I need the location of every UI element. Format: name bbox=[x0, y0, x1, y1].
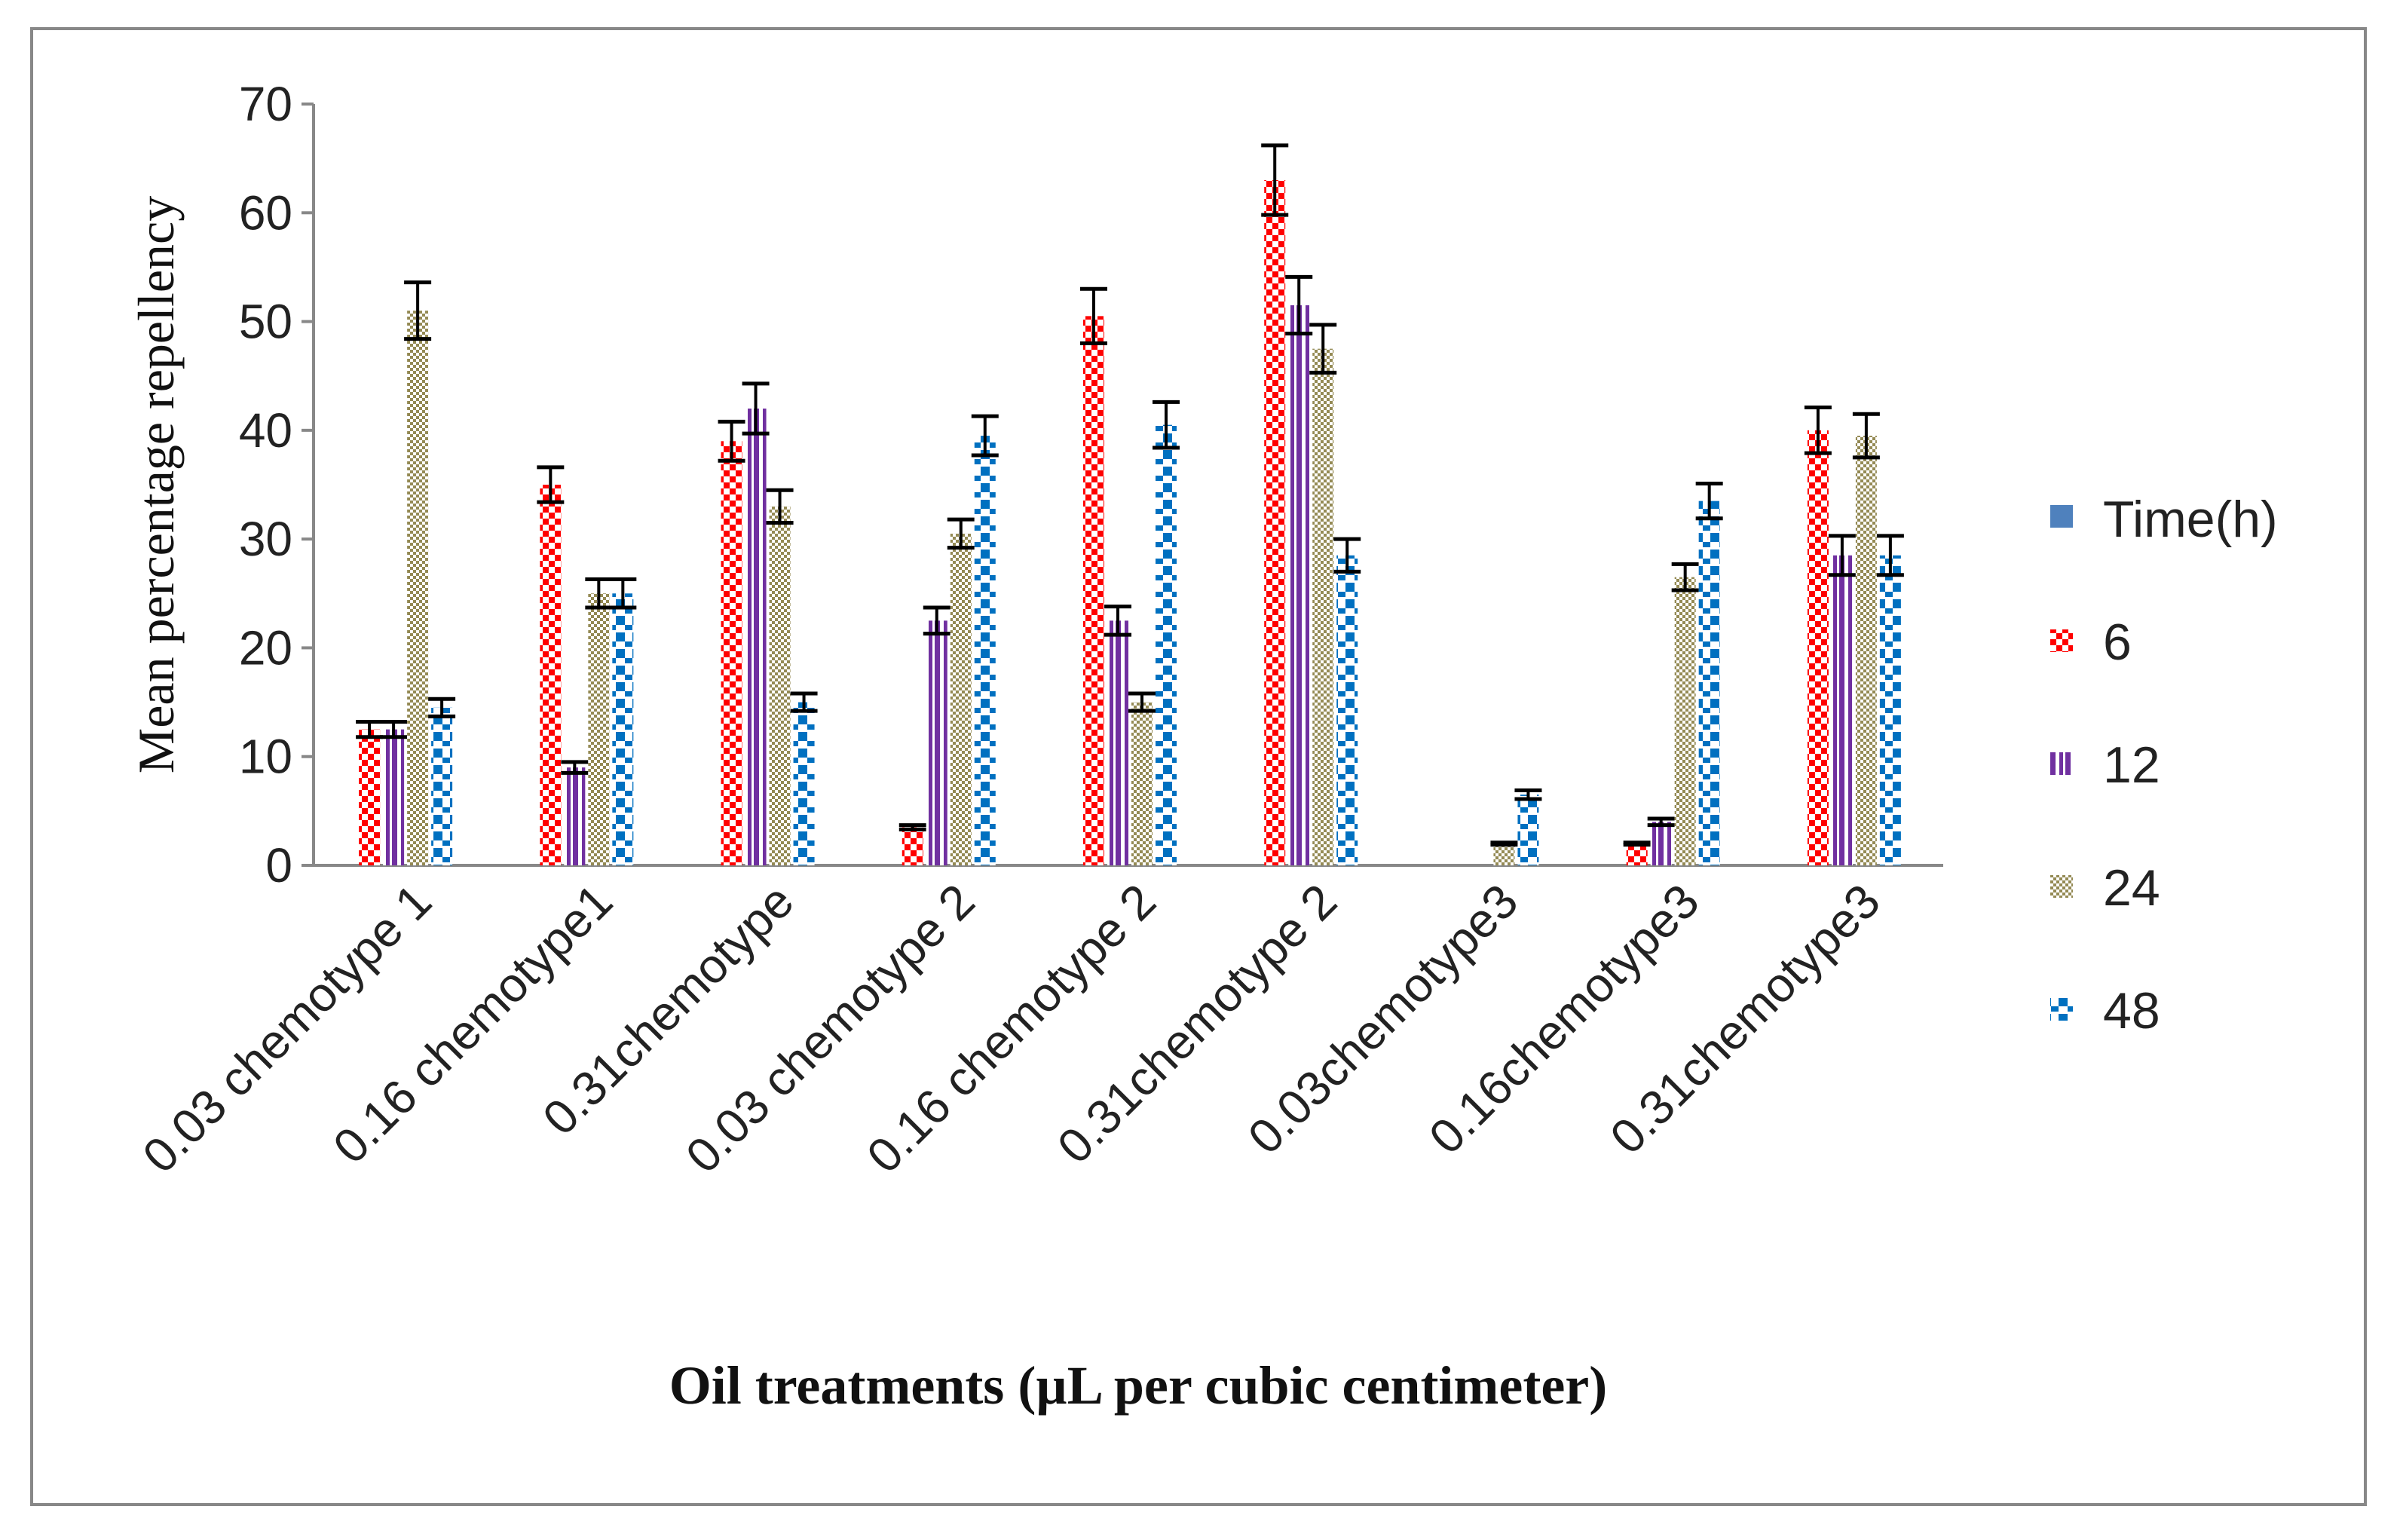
error-bar bbox=[1285, 274, 1313, 335]
error-bar bbox=[1333, 537, 1361, 574]
bar-6h-2 bbox=[721, 441, 742, 865]
bar-12h-2 bbox=[745, 409, 767, 865]
error-bar bbox=[1128, 691, 1156, 713]
error-bar bbox=[1490, 840, 1518, 847]
bar-6h-7 bbox=[1626, 843, 1648, 865]
error-bar bbox=[380, 720, 408, 739]
error-bar bbox=[1804, 406, 1832, 455]
error-bar bbox=[742, 381, 770, 436]
error-bar bbox=[537, 465, 565, 504]
bar-48h-6 bbox=[1517, 794, 1539, 865]
bar-24h-3 bbox=[950, 533, 972, 865]
bar-6h-5 bbox=[1264, 180, 1286, 865]
bar-6h-3 bbox=[902, 827, 923, 865]
y-tick-label: 50 bbox=[239, 295, 292, 349]
legend-title-swatch bbox=[2050, 505, 2073, 528]
error-bar bbox=[1828, 534, 1856, 577]
bar-48h-5 bbox=[1336, 555, 1358, 865]
error-bar bbox=[1852, 412, 1880, 460]
bar-24h-0 bbox=[407, 311, 429, 866]
legend-title: Time(h) bbox=[2103, 491, 2278, 548]
bar-12h-3 bbox=[926, 620, 947, 865]
bar-12h-5 bbox=[1288, 305, 1310, 865]
legend-swatch-6 bbox=[2050, 629, 2073, 652]
error-bar bbox=[898, 823, 926, 831]
bar-6h-4 bbox=[1083, 316, 1104, 865]
error-bar bbox=[1623, 840, 1651, 847]
legend-label-6: 6 bbox=[2103, 614, 2132, 671]
error-bar bbox=[356, 720, 384, 739]
error-bar bbox=[1876, 534, 1904, 577]
error-bar bbox=[1080, 286, 1107, 345]
y-tick-label: 40 bbox=[239, 403, 292, 458]
bar-6h-0 bbox=[359, 729, 381, 865]
error-bar bbox=[609, 577, 637, 610]
bar-48h-0 bbox=[431, 707, 453, 865]
y-tick-label: 70 bbox=[239, 77, 292, 131]
bar-12h-1 bbox=[564, 767, 586, 865]
legend-label-12: 12 bbox=[2103, 736, 2160, 794]
x-axis-title: Oil treatments (µL per cubic centimeter) bbox=[669, 1355, 1607, 1416]
bar-24h-2 bbox=[769, 506, 791, 865]
y-axis-title: Mean percentage repellency bbox=[127, 196, 185, 773]
bar-6h-8 bbox=[1807, 430, 1829, 865]
error-bar bbox=[947, 517, 975, 550]
error-bar bbox=[428, 697, 456, 718]
y-tick-label: 10 bbox=[239, 730, 292, 784]
legend-label-24: 24 bbox=[2103, 859, 2160, 917]
error-bar bbox=[585, 577, 613, 610]
bar-24h-6 bbox=[1493, 843, 1515, 865]
bar-48h-3 bbox=[974, 436, 996, 865]
bar-12h-7 bbox=[1650, 822, 1672, 865]
legend-swatch-12 bbox=[2050, 752, 2073, 775]
bar-12h-8 bbox=[1831, 555, 1853, 865]
legend-swatch-48 bbox=[2050, 998, 2073, 1021]
bar-12h-4 bbox=[1107, 620, 1128, 865]
error-bar bbox=[1695, 482, 1723, 521]
error-bar bbox=[1153, 400, 1180, 450]
error-bar bbox=[1104, 605, 1131, 637]
error-bar bbox=[1309, 323, 1337, 375]
bar-48h-8 bbox=[1879, 555, 1901, 865]
bar-12h-0 bbox=[383, 729, 405, 865]
error-bar bbox=[718, 419, 745, 463]
legend-label-48: 48 bbox=[2103, 982, 2160, 1039]
y-tick-label: 60 bbox=[239, 185, 292, 240]
error-bar bbox=[766, 488, 794, 525]
bar-24h-1 bbox=[588, 593, 610, 865]
error-bar bbox=[1671, 562, 1699, 592]
legend-swatch-24 bbox=[2050, 875, 2073, 898]
bar-24h-7 bbox=[1674, 577, 1696, 865]
error-bar bbox=[923, 605, 951, 636]
bar-24h-8 bbox=[1855, 436, 1877, 865]
error-bar bbox=[1647, 816, 1675, 828]
error-bar bbox=[404, 280, 432, 341]
error-bar bbox=[1261, 143, 1289, 217]
error-bar bbox=[790, 691, 818, 713]
bar-48h-7 bbox=[1698, 501, 1720, 865]
error-bar bbox=[1514, 788, 1542, 801]
chart-frame bbox=[30, 27, 2367, 1506]
error-bar bbox=[561, 760, 589, 775]
bar-24h-5 bbox=[1312, 348, 1334, 866]
y-tick-label: 0 bbox=[265, 838, 292, 892]
bar-48h-4 bbox=[1156, 424, 1177, 865]
y-tick-label: 20 bbox=[239, 620, 292, 675]
y-tick-label: 30 bbox=[239, 512, 292, 566]
bar-48h-2 bbox=[793, 702, 815, 865]
bar-48h-1 bbox=[612, 593, 634, 865]
bar-24h-4 bbox=[1131, 702, 1153, 865]
bar-6h-1 bbox=[540, 485, 562, 865]
error-bar bbox=[971, 414, 999, 458]
